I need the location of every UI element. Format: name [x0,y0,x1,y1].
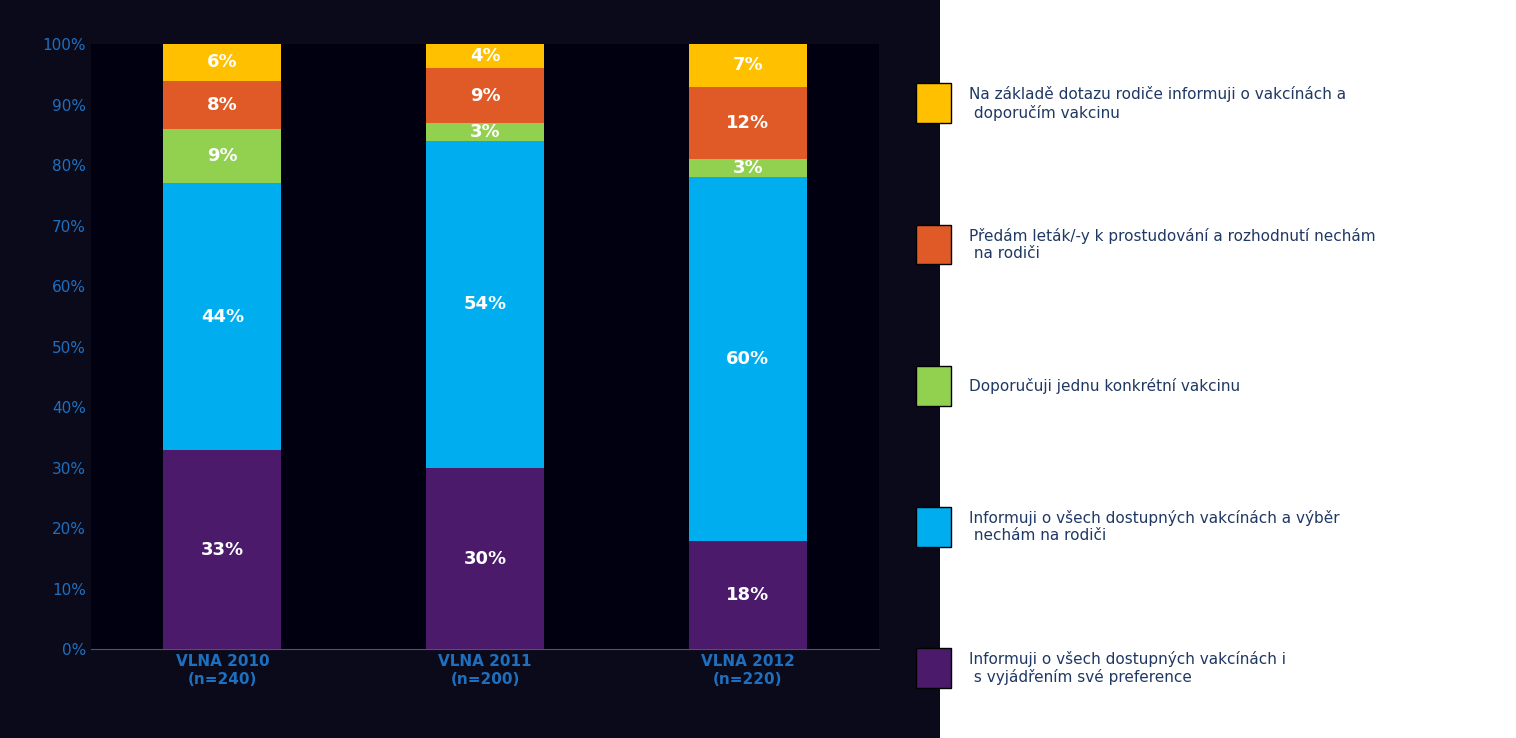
Text: 3%: 3% [470,123,500,141]
FancyBboxPatch shape [916,365,951,405]
Text: Předám leták/-y k prostudování a rozhodnutí nechám
 na rodiči: Předám leták/-y k prostudování a rozhodn… [969,228,1375,261]
Bar [688,44,807,86]
Text: 3%: 3% [732,159,763,177]
Bar [688,540,807,649]
Text: 33%: 33% [200,541,244,559]
Bar [164,129,282,184]
Text: 4%: 4% [470,47,500,66]
Text: 44%: 44% [200,308,244,325]
Text: 30%: 30% [464,550,506,568]
Bar [164,449,282,649]
FancyBboxPatch shape [916,83,951,123]
Bar [426,44,544,69]
Text: Informuji o všech dostupných vakcínách i
 s vyjádřením své preference: Informuji o všech dostupných vakcínách i… [969,651,1286,685]
Text: 6%: 6% [208,53,238,72]
Text: 9%: 9% [208,148,238,165]
Text: 12%: 12% [726,114,770,132]
Text: 18%: 18% [726,586,770,604]
Bar [164,184,282,449]
Text: 8%: 8% [208,96,238,114]
Bar [688,159,807,177]
Bar [426,468,544,649]
Text: 60%: 60% [726,350,770,368]
FancyBboxPatch shape [916,507,951,547]
Bar [688,86,807,159]
Text: 9%: 9% [470,87,500,105]
Bar [426,69,544,123]
Text: Doporučuji jednu konkrétní vakcinu: Doporučuji jednu konkrétní vakcinu [969,378,1240,393]
Bar [688,177,807,540]
Bar [164,44,282,80]
Text: 7%: 7% [732,57,763,75]
Bar [426,141,544,468]
Text: Informuji o všech dostupných vakcínách a výběr
 nechám na rodiči: Informuji o všech dostupných vakcínách a… [969,510,1339,543]
Text: 54%: 54% [464,295,506,314]
Text: Na základě dotazu rodiče informuji o vakcínách a
 doporučím vakcinu: Na základě dotazu rodiče informuji o vak… [969,86,1346,120]
Bar [164,80,282,129]
FancyBboxPatch shape [916,648,951,688]
Bar [426,123,544,141]
FancyBboxPatch shape [916,224,951,264]
